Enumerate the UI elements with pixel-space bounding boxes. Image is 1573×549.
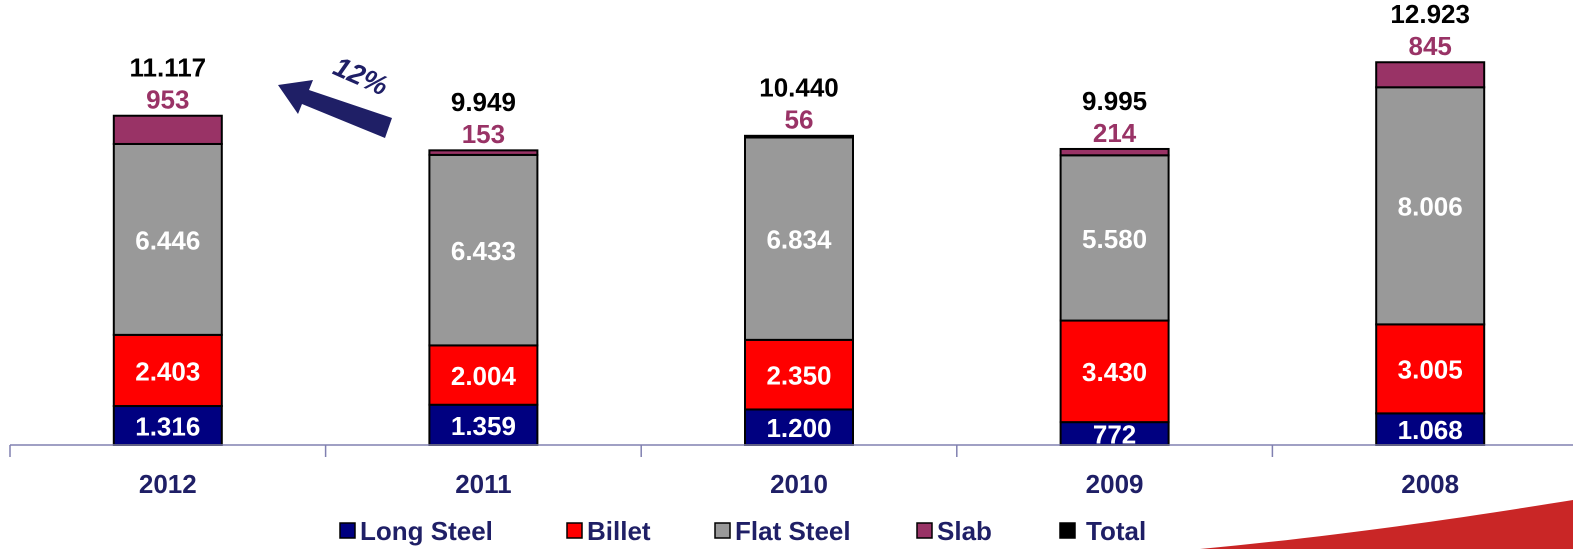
value-label: 6.433 bbox=[451, 236, 516, 266]
value-label: 56 bbox=[785, 105, 814, 135]
trend-arrow bbox=[278, 80, 392, 138]
x-tick-label: 2010 bbox=[770, 469, 828, 499]
legend-swatch bbox=[916, 522, 933, 539]
value-label: 845 bbox=[1409, 31, 1452, 61]
bar-segment bbox=[744, 136, 854, 341]
legend-swatch bbox=[714, 522, 731, 539]
value-label: 6.834 bbox=[766, 225, 832, 255]
value-label: 2.350 bbox=[766, 361, 831, 391]
bar-segment bbox=[1375, 86, 1486, 326]
value-label: 8.006 bbox=[1398, 192, 1463, 222]
decoration-swoosh bbox=[1200, 500, 1573, 549]
legend-label: Flat Steel bbox=[735, 516, 851, 546]
value-label: 1.068 bbox=[1398, 415, 1463, 445]
total-label: 12.923 bbox=[1390, 0, 1470, 29]
value-label: 214 bbox=[1093, 118, 1137, 148]
legend-label: Long Steel bbox=[360, 516, 493, 546]
value-label: 3.005 bbox=[1398, 355, 1463, 385]
bar-segment bbox=[1059, 147, 1170, 157]
bar-segment bbox=[428, 344, 539, 406]
value-label: 2.004 bbox=[451, 361, 517, 391]
annotation: 12% bbox=[329, 51, 393, 102]
value-label: 5.580 bbox=[1082, 224, 1147, 254]
value-label: 153 bbox=[462, 119, 505, 149]
bar-segment bbox=[428, 149, 539, 156]
total-label: 9.949 bbox=[451, 87, 516, 117]
x-tick-label: 2008 bbox=[1401, 469, 1459, 499]
x-tick-label: 2011 bbox=[455, 469, 511, 499]
bar-segment bbox=[428, 153, 539, 347]
legend-swatch bbox=[1059, 522, 1076, 539]
total-label: 9.995 bbox=[1082, 86, 1147, 116]
legend-label: Slab bbox=[937, 516, 992, 546]
total-label: 10.440 bbox=[759, 73, 839, 103]
total-label: 11.117 bbox=[129, 53, 206, 83]
arrow-shape bbox=[278, 80, 392, 138]
bar-segment bbox=[112, 333, 223, 408]
value-label: 1.200 bbox=[766, 413, 831, 443]
value-label: 1.359 bbox=[451, 411, 516, 441]
bar-segment bbox=[1375, 61, 1486, 89]
bar-segment bbox=[744, 408, 854, 447]
legend-swatch bbox=[566, 522, 583, 539]
legend-swatch bbox=[339, 522, 356, 539]
bar-segment bbox=[1375, 412, 1486, 446]
bar-segment bbox=[744, 338, 854, 411]
value-label: 6.446 bbox=[135, 225, 200, 255]
bar-segment bbox=[744, 134, 854, 139]
legend-label: Billet bbox=[587, 516, 651, 546]
x-tick-label: 2012 bbox=[139, 469, 197, 499]
x-tick-label: 2009 bbox=[1086, 469, 1144, 499]
value-label: 3.430 bbox=[1082, 357, 1147, 387]
value-label: 953 bbox=[146, 85, 189, 115]
bar-segment bbox=[1059, 154, 1170, 322]
value-label: 2.403 bbox=[135, 356, 200, 386]
legend-label: Total bbox=[1086, 516, 1146, 546]
bar-segment bbox=[112, 114, 223, 145]
bar-segment bbox=[1375, 323, 1486, 415]
value-label: 1.316 bbox=[135, 411, 200, 441]
bar-segment bbox=[1059, 319, 1170, 424]
